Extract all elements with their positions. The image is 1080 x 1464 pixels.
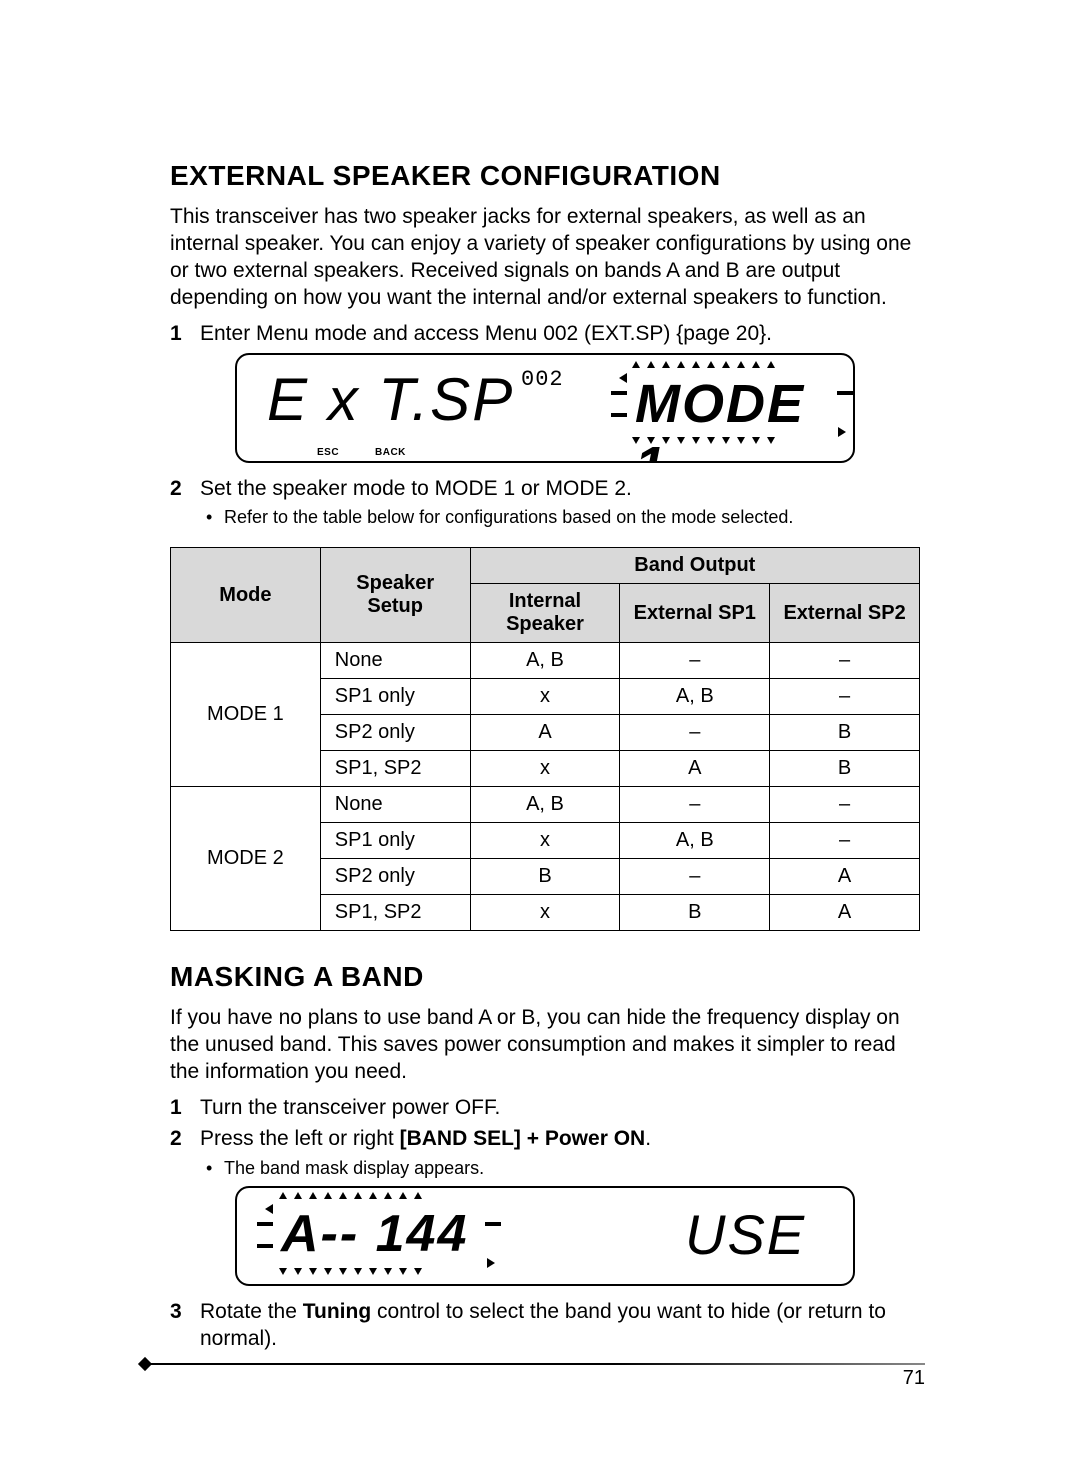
sp2-cell: – <box>770 679 920 715</box>
lcd-display-extsp: E x T.SP 002 MODE 1 ESC BACK <box>235 353 855 463</box>
steps-list-1: 1 Enter Menu mode and access Menu 002 (E… <box>170 320 920 347</box>
lcd-left-text: A-- 144 <box>281 1204 468 1264</box>
speaker-config-table: Mode Speaker Setup Band Output Internal … <box>170 547 920 931</box>
lcd-right-text: USE <box>685 1202 806 1267</box>
setup-cell: None <box>320 643 470 679</box>
lcd-esc-label: ESC <box>317 447 339 458</box>
step-2: 2 Press the left or right [BAND SEL] + P… <box>170 1125 920 1152</box>
intro-paragraph-2: If you have no plans to use band A or B,… <box>170 1005 920 1086</box>
sp1-cell: – <box>620 643 770 679</box>
th-setup: Speaker Setup <box>320 548 470 643</box>
sp1-cell: – <box>620 859 770 895</box>
setup-cell: SP1 only <box>320 679 470 715</box>
int-cell: x <box>470 751 620 787</box>
sub-list: Refer to the table below for configurati… <box>206 506 920 529</box>
int-cell: A <box>470 715 620 751</box>
steps-list-2b: 3 Rotate the Tuning control to select th… <box>170 1298 920 1353</box>
step-text: Set the speaker mode to MODE 1 or MODE 2… <box>200 475 920 502</box>
setup-cell: SP1, SP2 <box>320 895 470 931</box>
sp2-cell: B <box>770 751 920 787</box>
mode-cell: MODE 2 <box>171 787 321 931</box>
sp1-cell: A <box>620 751 770 787</box>
setup-cell: SP2 only <box>320 715 470 751</box>
int-cell: x <box>470 679 620 715</box>
step-number: 1 <box>170 320 188 347</box>
int-cell: x <box>470 895 620 931</box>
th-band-output: Band Output <box>470 548 919 584</box>
section-title-ext-speaker: EXTERNAL SPEAKER CONFIGURATION <box>170 160 920 192</box>
sub-list-2: The band mask display appears. <box>206 1157 920 1180</box>
section-title-masking: MASKING A BAND <box>170 961 920 993</box>
sp1-cell: A, B <box>620 823 770 859</box>
step-number: 1 <box>170 1094 188 1121</box>
sp2-cell: A <box>770 895 920 931</box>
steps-list-2: 1 Turn the transceiver power OFF. 2 Pres… <box>170 1094 920 1153</box>
step-text: Enter Menu mode and access Menu 002 (EXT… <box>200 320 920 347</box>
intro-paragraph: This transceiver has two speaker jacks f… <box>170 204 920 312</box>
lcd-display-mask: A-- 144 USE <box>235 1186 855 1286</box>
int-cell: A, B <box>470 787 620 823</box>
table-row: MODE 1 None A, B – – <box>171 643 920 679</box>
lcd-left-text: E x T.SP <box>267 365 514 434</box>
int-cell: A, B <box>470 643 620 679</box>
th-sp2: External SP2 <box>770 584 920 643</box>
lcd-back-label: BACK <box>375 447 406 458</box>
mode-cell: MODE 1 <box>171 643 321 787</box>
manual-page: EXTERNAL SPEAKER CONFIGURATION This tran… <box>0 0 1080 1464</box>
sub-item: Refer to the table below for configurati… <box>206 506 920 529</box>
th-sp1: External SP1 <box>620 584 770 643</box>
int-cell: x <box>470 823 620 859</box>
steps-list-1b: 2 Set the speaker mode to MODE 1 or MODE… <box>170 475 920 502</box>
step-1: 1 Enter Menu mode and access Menu 002 (E… <box>170 320 920 347</box>
int-cell: B <box>470 859 620 895</box>
sp1-cell: B <box>620 895 770 931</box>
sp2-cell: B <box>770 715 920 751</box>
lcd-right-text: MODE 1 <box>635 373 853 463</box>
sp2-cell: – <box>770 823 920 859</box>
sp2-cell: – <box>770 643 920 679</box>
sp1-cell: – <box>620 715 770 751</box>
setup-cell: SP2 only <box>320 859 470 895</box>
sp1-cell: – <box>620 787 770 823</box>
rule-line <box>148 1363 925 1365</box>
sub-item: The band mask display appears. <box>206 1157 920 1180</box>
sp2-cell: – <box>770 787 920 823</box>
step-text: Rotate the Tuning control to select the … <box>200 1298 920 1353</box>
step-text: Press the left or right [BAND SEL] + Pow… <box>200 1125 920 1152</box>
th-internal: Internal Speaker <box>470 584 620 643</box>
page-number: 71 <box>903 1367 925 1390</box>
setup-cell: None <box>320 787 470 823</box>
sp1-cell: A, B <box>620 679 770 715</box>
step-3: 3 Rotate the Tuning control to select th… <box>170 1298 920 1353</box>
setup-cell: SP1, SP2 <box>320 751 470 787</box>
step-number: 2 <box>170 475 188 502</box>
sp2-cell: A <box>770 859 920 895</box>
step-2: 2 Set the speaker mode to MODE 1 or MODE… <box>170 475 920 502</box>
lcd-menu-number: 002 <box>521 367 564 392</box>
step-text: Turn the transceiver power OFF. <box>200 1094 920 1121</box>
th-mode: Mode <box>171 548 321 643</box>
step-number: 2 <box>170 1125 188 1152</box>
table-row: MODE 2 None A, B – – <box>171 787 920 823</box>
setup-cell: SP1 only <box>320 823 470 859</box>
step-number: 3 <box>170 1298 188 1325</box>
step-1: 1 Turn the transceiver power OFF. <box>170 1094 920 1121</box>
